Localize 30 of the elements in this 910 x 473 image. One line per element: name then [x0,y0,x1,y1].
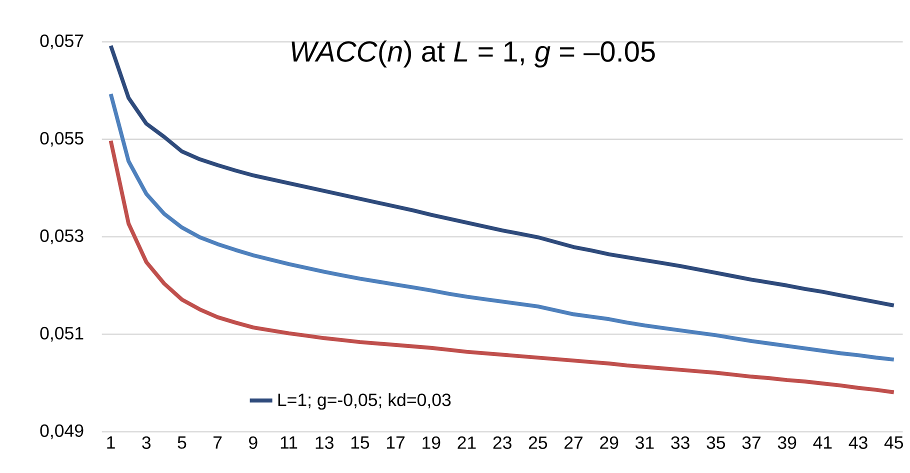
x-tick-label: 25 [528,436,548,449]
x-tick-label: 7 [214,436,222,449]
x-tick-label: 17 [387,436,405,449]
legend-label: L=1; g=-0,05; kd=0,03 [278,392,451,410]
x-tick-label: 11 [280,436,298,449]
x-tick-label: 31 [635,436,654,449]
x-tick-label: 29 [600,436,618,449]
y-tick-label: 0,049 [40,424,84,439]
x-tick-label: 37 [742,436,760,449]
y-tick-label: 0,055 [40,132,84,147]
x-tick-label: 41 [813,436,832,449]
x-tick-label: 5 [178,436,186,449]
x-tick-label: 15 [351,436,370,449]
x-tick-label: 21 [458,436,476,449]
x-tick-label: 43 [848,436,868,449]
y-tick-label: 0,053 [40,229,84,244]
y-tick-label: 0,057 [40,34,84,50]
x-tick-label: 9 [249,436,258,449]
x-tick-label: 23 [493,436,512,449]
x-tick-label: 19 [422,436,440,449]
x-tick-label: 27 [564,436,583,449]
x-tick-label: 1 [107,436,115,449]
x-tick-label: 13 [316,436,334,449]
x-tick-label: 45 [884,436,904,449]
x-tick-label: 39 [778,436,796,449]
chart-title: WACC(n) at L = 1, g = –0.05 [292,40,655,68]
y-tick-label: 0,051 [40,326,84,342]
x-tick-label: 3 [142,436,151,449]
x-tick-label: 33 [671,436,690,449]
x-tick-label: 35 [706,436,726,449]
